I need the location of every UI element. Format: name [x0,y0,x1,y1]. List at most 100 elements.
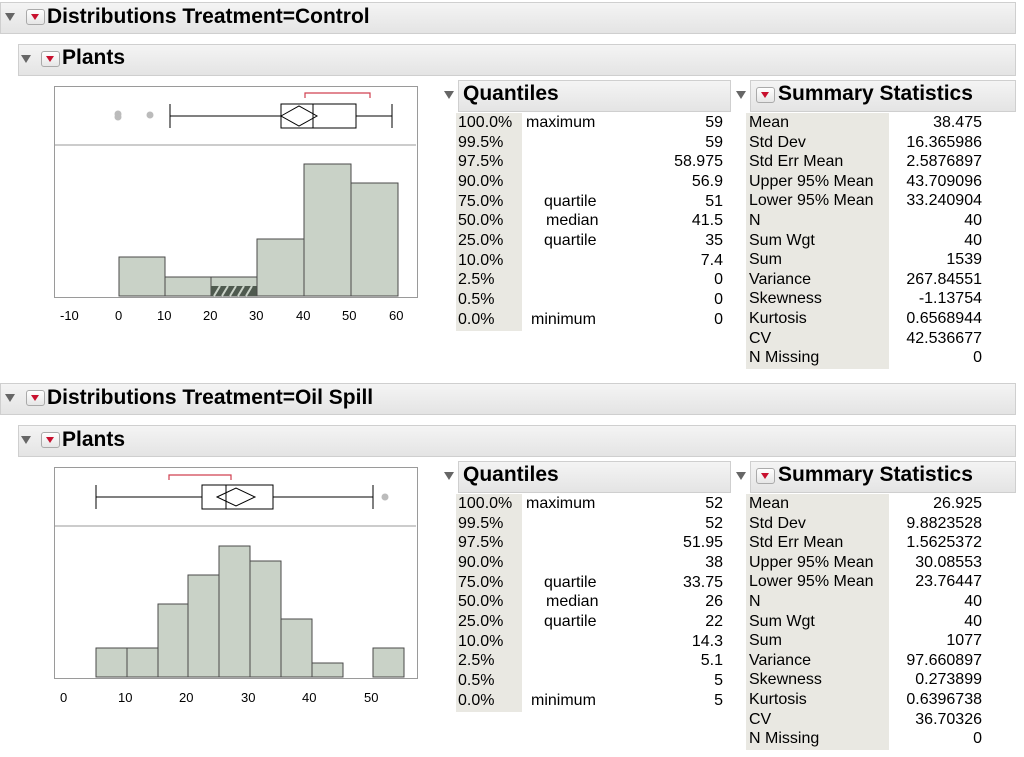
table-row: 100.0% maximum 59 [458,114,723,131]
table-row: Sum 1077 [746,631,982,651]
stat-value: 40 [964,613,982,630]
axis-tick-label: 50 [364,690,379,705]
table-row: 25.0% quartile 35 [458,232,723,249]
table-row: Std Err Mean 2.5876897 [746,152,982,172]
stat-name: Sum [749,632,782,649]
disclosure-icon[interactable] [444,91,454,99]
disclosure-icon[interactable] [5,394,15,402]
quantiles-header [458,80,731,112]
stat-value: 23.76447 [915,573,982,590]
disclosure-icon[interactable] [21,436,31,444]
table-row: Sum 1539 [746,250,982,270]
axis-tick-label: 50 [342,308,357,323]
red-menu-icon[interactable] [756,87,775,103]
quantile-value: 52 [705,515,723,532]
stat-name: Variance [749,652,811,669]
red-menu-icon[interactable] [26,390,45,406]
table-row: Std Err Mean 1.5625372 [746,533,982,553]
table-row: 75.0% quartile 33.75 [458,574,723,591]
report-header-oil-spill [0,383,1016,415]
stat-name: Mean [749,495,790,512]
red-menu-icon[interactable] [26,9,45,25]
red-menu-icon[interactable] [756,468,775,484]
histogram-bar [303,163,352,297]
stat-name: Sum [749,251,782,268]
axis-tick-label: 30 [241,690,256,705]
quantile-value: 0 [714,311,723,328]
table-row: 10.0% 7.4 [458,252,723,269]
summary-title: Summary Statistics [778,463,973,486]
quantiles-header [458,461,731,493]
histogram-bar [157,603,189,678]
table-row: Mean 38.475 [746,113,982,133]
quantile-value: 0 [714,271,723,288]
stat-value: 38.475 [933,114,982,131]
table-row: Variance 267.84551 [746,270,982,290]
disclosure-icon[interactable] [444,472,454,480]
stat-name: Skewness [749,671,822,688]
stat-value: 42.536677 [906,330,982,347]
table-row: 0.0% minimum 0 [458,311,723,328]
stat-name: Std Err Mean [749,534,844,551]
stat-name: Variance [749,271,811,288]
histogram-bar [118,256,166,297]
quantile-value: 52 [705,495,723,512]
table-row: 99.5% 52 [458,515,723,532]
report-title: Distributions Treatment=Oil Spill [47,386,374,409]
quantile-value: 5.1 [700,652,723,669]
stat-name: CV [749,330,772,347]
stat-value: 43.709096 [906,173,982,190]
stat-name: N [749,593,761,610]
report-title: Distributions Treatment=Control [47,5,370,28]
disclosure-icon[interactable] [736,472,746,480]
table-row: Skewness 0.273899 [746,670,982,690]
stat-name: Lower 95% Mean [749,573,874,590]
axis-tick-label: 0 [60,690,68,705]
stat-name: N Missing [749,349,820,366]
histogram-bar [256,238,305,297]
quantiles-title: Quantiles [463,463,559,486]
histogram-bar [126,647,159,678]
axis-tick-label: -10 [60,308,79,323]
outlier-point [114,113,122,121]
table-row: N Missing 0 [746,348,982,368]
stat-value: 26.925 [933,495,982,512]
red-menu-icon[interactable] [41,432,60,448]
histogram-bar [218,545,251,678]
disclosure-icon[interactable] [5,13,15,21]
stat-value: 0 [973,730,982,747]
box-iqr [280,103,357,129]
quantile-value: 56.9 [691,173,723,190]
table-row: 10.0% 14.3 [458,633,723,650]
stat-value: -1.13754 [918,290,982,307]
stat-value: 30.08553 [915,554,982,571]
quantile-value: 22 [705,613,723,630]
mean-diamond [215,487,257,507]
stat-value: 1077 [946,632,982,649]
distribution-plot-graphics [54,474,416,678]
quantile-value: 7.4 [700,252,723,269]
disclosure-icon[interactable] [21,55,31,63]
outlier-point [146,111,154,119]
histogram-bar [249,560,282,678]
table-row: Kurtosis 0.6568944 [746,309,982,329]
quantiles-table: 100.0% maximum 52 99.5% 52 97.5% 51.95 90.0%… [456,494,726,714]
histogram-bar [372,647,405,678]
histogram-bar [95,647,128,678]
stat-value: 40 [964,232,982,249]
table-row: Std Dev 16.365986 [746,133,982,153]
axis-tick-label: 60 [389,308,404,323]
axis-tick-label: 10 [157,308,172,323]
quantile-value: 59 [705,114,723,131]
stat-value: 97.660897 [906,652,982,669]
stat-value: 0 [973,349,982,366]
quantile-value: 51 [705,193,723,210]
stat-value: 0.273899 [915,671,982,688]
stat-name: Upper 95% Mean [749,173,874,190]
red-menu-icon[interactable] [41,51,60,67]
disclosure-icon[interactable] [736,91,746,99]
quantile-value: 35 [705,232,723,249]
sub-header-plants [18,425,1016,457]
table-row: N 40 [746,592,982,612]
table-row: 0.5% 0 [458,291,723,308]
